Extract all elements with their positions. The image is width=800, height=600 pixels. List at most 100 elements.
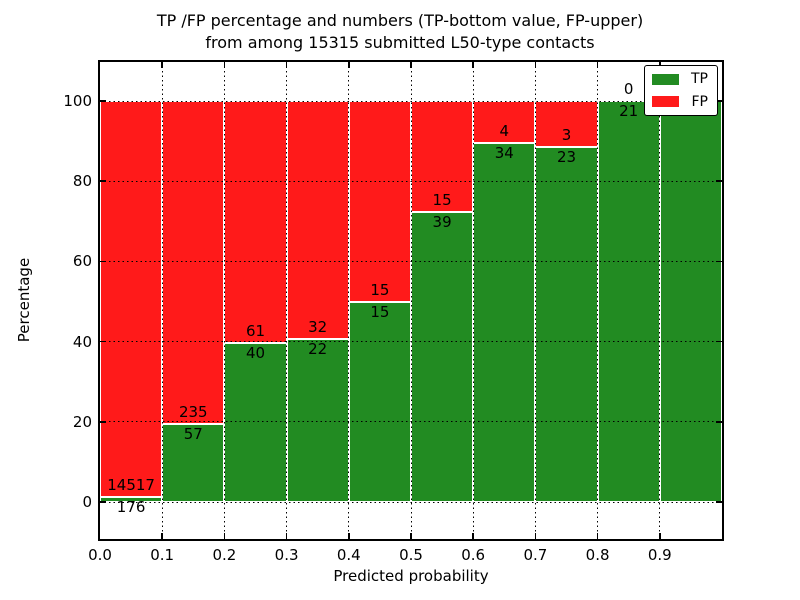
x-tick-mark: [534, 533, 537, 539]
x-tick-mark: [410, 533, 412, 539]
bar-segment-fp-3: [286, 101, 349, 339]
y-tick-mark: [100, 260, 106, 263]
y-tick-mark: [716, 501, 722, 503]
tp-count-label: 57: [183, 424, 203, 443]
y-tick-mark: [100, 421, 106, 423]
v-gridline: [161, 62, 163, 539]
y-tick-label: 100: [63, 92, 92, 110]
bar-segment-tp-8: [597, 101, 660, 502]
x-tick-label: 0.7: [523, 546, 548, 564]
x-tick-mark: [223, 533, 226, 539]
bar-segment-fp-2: [224, 101, 287, 344]
tp-count-label: 22: [308, 339, 328, 358]
x-tick-mark: [285, 533, 288, 539]
x-tick-mark: [472, 62, 474, 68]
tp-count-label: 23: [556, 148, 577, 167]
legend-label: FP: [691, 93, 709, 110]
bar-segment-tp-7: [535, 147, 598, 502]
plot-area: 1451717623557614032221515153943432302106: [98, 60, 724, 541]
y-tick-mark: [716, 100, 722, 102]
x-tick-mark: [348, 62, 350, 68]
y-tick-mark: [716, 180, 722, 182]
fp-count-label: 32: [308, 317, 328, 336]
y-tick-label: 40: [72, 332, 92, 351]
y-tick-label: 80: [72, 172, 92, 191]
fp-count-label: 235: [178, 402, 208, 421]
bar-segment-fp-0: [100, 101, 163, 498]
y-tick-label: 0: [82, 493, 92, 511]
fp-count-label: 4: [499, 122, 510, 141]
v-gridline: [286, 62, 288, 539]
v-gridline: [472, 62, 474, 539]
fp-count-label: 15: [370, 280, 390, 299]
y-tick-mark: [716, 260, 722, 263]
chart-title-line1: TP /FP percentage and numbers (TP-bottom…: [156, 11, 644, 30]
y-tick-mark: [716, 340, 722, 343]
x-tick-mark: [534, 62, 537, 68]
tp-count-label: 21: [619, 102, 639, 120]
tp-count-label: 176: [116, 498, 146, 517]
bar-segment-fp-1: [162, 101, 225, 424]
tp-count-label: 15: [370, 302, 390, 321]
x-tick-mark: [285, 62, 288, 68]
bar-segment-fp-5: [411, 101, 474, 213]
chart-title-line2: from among 15315 submitted L50-type cont…: [205, 33, 595, 52]
x-tick-label: 0.1: [150, 546, 175, 564]
y-tick-label: 20: [72, 412, 92, 431]
bar-segment-fp-4: [348, 101, 411, 302]
x-tick-mark: [161, 62, 163, 68]
y-tick-mark: [716, 421, 722, 423]
y-tick-mark: [100, 100, 106, 102]
x-tick-label: 0.8: [585, 546, 610, 564]
fp-count-label: 0: [623, 80, 634, 98]
tp-count-label: 34: [494, 144, 514, 163]
tp-count-label: 39: [432, 213, 452, 232]
x-tick-label: 0.2: [212, 546, 237, 564]
legend-swatch-tp: [652, 73, 679, 85]
y-tick-mark: [100, 340, 106, 343]
x-tick-mark: [472, 533, 474, 539]
tp-count-label: 40: [245, 344, 266, 363]
x-tick-mark: [410, 62, 412, 68]
x-tick-mark: [596, 533, 599, 539]
x-tick-label: 0.9: [647, 546, 672, 564]
legend: TP FP: [644, 65, 718, 116]
bar-segment-tp-1: [162, 423, 225, 502]
x-tick-mark: [659, 533, 661, 539]
x-tick-label: 0.0: [88, 546, 112, 564]
v-gridline: [348, 62, 350, 539]
x-tick-label: 0.5: [399, 546, 423, 564]
legend-swatch-fp: [652, 96, 679, 108]
x-tick-mark: [223, 62, 226, 68]
x-tick-mark: [596, 62, 599, 68]
x-tick-mark: [348, 533, 350, 539]
fp-count-label: 61: [245, 322, 266, 341]
x-tick-label: 0.3: [274, 546, 299, 564]
bar-segment-fp-7: [535, 101, 598, 148]
fp-count-label: 15: [432, 191, 452, 210]
legend-label: TP: [691, 71, 708, 88]
legend-item: TP: [645, 69, 717, 89]
x-tick-label: 0.4: [336, 546, 361, 564]
bar-segment-tp-4: [348, 301, 411, 502]
fp-count-label: 14517: [107, 476, 155, 495]
x-tick-mark: [161, 533, 163, 539]
v-gridline: [223, 62, 225, 539]
y-tick-mark: [100, 180, 106, 182]
bar-segment-fp-6: [473, 101, 536, 144]
legend-item: FP: [645, 92, 717, 112]
v-gridline: [534, 62, 536, 539]
bar-segment-tp-2: [224, 343, 287, 502]
x-tick-label: 0.6: [461, 546, 486, 564]
bar-segment-tp-3: [286, 338, 349, 502]
bar-segment-tp-5: [411, 212, 474, 502]
bar-segment-tp-6: [473, 143, 536, 502]
y-tick-label: 60: [72, 252, 92, 271]
fp-count-label: 3: [561, 126, 572, 145]
v-gridline: [659, 62, 661, 539]
v-gridline: [597, 62, 599, 539]
bar-segment-tp-9: [659, 101, 722, 502]
v-gridline: [410, 62, 412, 539]
y-tick-mark: [100, 501, 106, 503]
